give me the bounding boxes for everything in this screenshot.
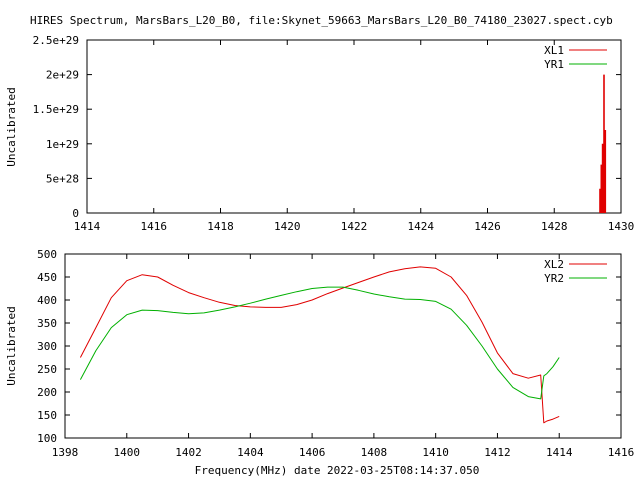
y-tick-label: 2.5e+29 <box>33 34 79 47</box>
legend-label-xl1: XL1 <box>544 44 564 57</box>
plot-frame <box>86 39 622 214</box>
y-tick-label: 500 <box>37 248 57 261</box>
x-tick-label: 1416 <box>608 446 635 459</box>
x-tick-label: 1400 <box>114 446 141 459</box>
series-line-xl1 <box>599 74 607 213</box>
y-tick-label: 1e+29 <box>46 138 79 151</box>
x-tick-label: 1414 <box>74 220 101 233</box>
x-tick-label: 1406 <box>299 446 326 459</box>
x-axis-label: Frequency(MHz) date 2022-03-25T08:14:37.… <box>195 464 480 477</box>
y-tick-label: 350 <box>37 317 57 330</box>
legend-label-yr1: YR1 <box>544 58 564 71</box>
series-line-yr2 <box>79 286 560 400</box>
x-tick-label: 1428 <box>541 220 568 233</box>
y-tick-label: 300 <box>37 340 57 353</box>
bottom-spectrum-panel: 1398 1400 1402 1404 1406 1408 1410 1412 1414 1416… <box>5 248 634 477</box>
x-tick-label: 1412 <box>484 446 511 459</box>
x-tick-label: 1420 <box>274 220 301 233</box>
x-tick-label: 1430 <box>608 220 635 233</box>
page-title: HIRES Spectrum, MarsBars_L20_B0, file:Sk… <box>30 14 613 27</box>
y-axis-label: Uncalibrated <box>5 306 18 385</box>
x-tick-label: 1410 <box>422 446 449 459</box>
x-tick-label: 1402 <box>175 446 202 459</box>
y-tick-label: 150 <box>37 409 57 422</box>
y-axis-label: Uncalibrated <box>5 87 18 166</box>
y-tick-label: 2e+29 <box>46 69 79 82</box>
x-tick-label: 1426 <box>474 220 501 233</box>
y-tick-label: 450 <box>37 271 57 284</box>
plot-frame <box>64 253 622 439</box>
series-line-xl2 <box>79 266 560 424</box>
top-spectrum-panel: 1414 1416 1418 1420 1422 1424 1426 1428 1430 0 5e+… <box>5 34 634 233</box>
x-tick-label: 1408 <box>361 446 388 459</box>
y-tick-label: 5e+28 <box>46 172 79 185</box>
x-tick-label: 1398 <box>52 446 79 459</box>
x-tick-label: 1424 <box>408 220 435 233</box>
x-tick-label: 1418 <box>207 220 234 233</box>
y-tick-label: 0 <box>72 207 79 220</box>
y-tick-label: 400 <box>37 294 57 307</box>
x-tick-label: 1416 <box>141 220 168 233</box>
y-tick-label: 200 <box>37 386 57 399</box>
legend-label-xl2: XL2 <box>544 258 564 271</box>
y-tick-label: 100 <box>37 432 57 445</box>
y-tick-label: 1.5e+29 <box>33 103 79 116</box>
x-tick-label: 1422 <box>341 220 368 233</box>
x-tick-label: 1414 <box>546 446 573 459</box>
legend-label-yr2: YR2 <box>544 272 564 285</box>
x-tick-label: 1404 <box>237 446 264 459</box>
y-tick-label: 250 <box>37 363 57 376</box>
